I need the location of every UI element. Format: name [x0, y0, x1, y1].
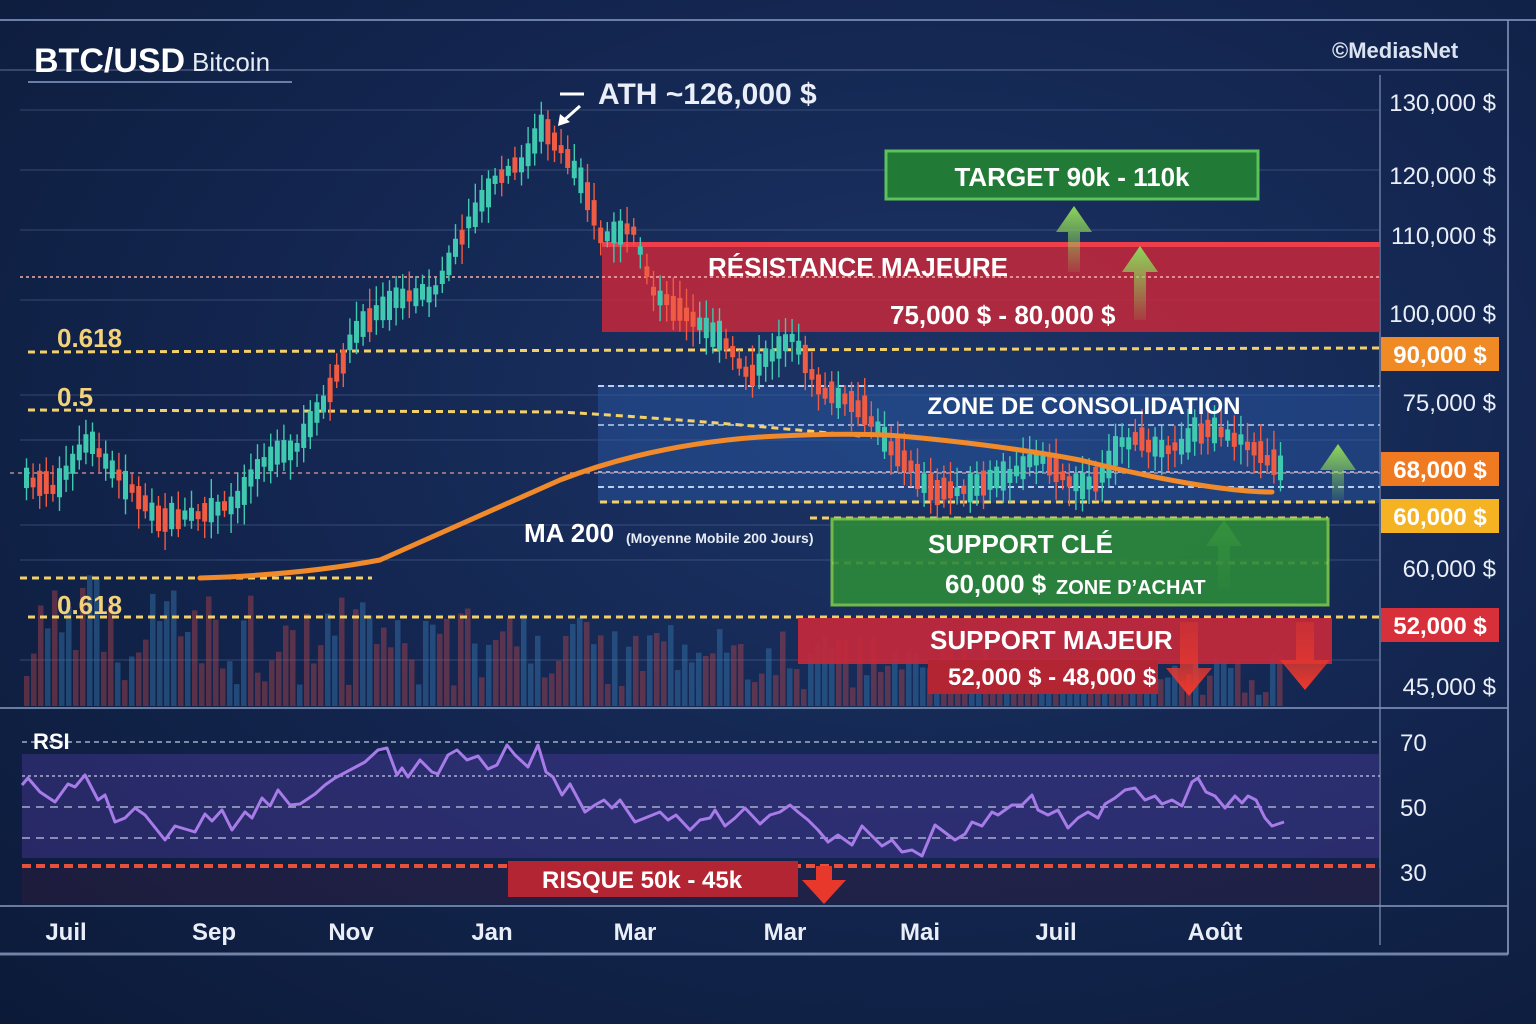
time-tick-label: Jan	[471, 919, 512, 946]
svg-text:68,000 $: 68,000 $	[1393, 457, 1487, 484]
resistance-range: 75,000 $ - 80,000 $	[890, 300, 1116, 330]
time-axis-labels: Juil Sep Nov Jan Mar Mar Mai Juil Août	[45, 919, 1242, 946]
price-tick-label: 130,000 $	[1389, 90, 1496, 117]
symbol-title: BTC/USD	[34, 42, 185, 80]
price-badge: 52,000 $	[1381, 608, 1499, 642]
fib-0618-bottom-label: 0.618	[57, 590, 122, 620]
time-tick-label: Mar	[614, 919, 657, 946]
consolidation-label: ZONE DE CONSOLIDATION	[928, 393, 1241, 420]
fib-0618-top-label: 0.618	[57, 323, 122, 353]
time-tick-label: Mar	[764, 919, 807, 946]
resistance-zone	[20, 242, 1380, 332]
target-box	[884, 149, 1260, 201]
price-badge: 60,000 $	[1381, 499, 1499, 533]
asset-name: Bitcoin	[192, 47, 270, 77]
time-tick-label: Mai	[900, 919, 940, 946]
support-key-sub: ZONE D’ACHAT	[1056, 577, 1206, 599]
ath-label: ATH ~126,000 $	[598, 78, 817, 111]
svg-text:90,000 $: 90,000 $	[1393, 342, 1487, 369]
support-major-box	[798, 618, 1332, 694]
risk-down-arrow-icon	[802, 866, 846, 904]
price-tick-label: 60,000 $	[1403, 556, 1496, 583]
rsi-panel	[20, 741, 1380, 904]
target-label: TARGET 90k - 110k	[954, 162, 1190, 192]
fib-05-label: 0.5	[57, 382, 93, 412]
ma200-description: (Moyenne Mobile 200 Jours)	[626, 530, 813, 546]
time-tick-label: Sep	[192, 919, 236, 946]
support-key-value: 60,000 $	[945, 569, 1047, 599]
ath-marker	[558, 92, 584, 126]
rsi-tick-label: 30	[1400, 860, 1427, 887]
price-badge: 68,000 $	[1381, 452, 1499, 486]
time-tick-label: Août	[1188, 919, 1243, 946]
price-axis-labels: 130,000 $ 120,000 $ 110,000 $ 100,000 $ 75,0…	[1389, 90, 1496, 701]
rsi-label: RSI	[33, 729, 70, 754]
time-tick-label: Juil	[45, 919, 86, 946]
copyright-label: ©MediasNet	[1332, 38, 1459, 63]
price-tick-label: 45,000 $	[1403, 674, 1496, 701]
rsi-tick-label: 50	[1400, 795, 1427, 822]
support-major-title: SUPPORT MAJEUR	[930, 625, 1173, 655]
svg-text:60,000 $: 60,000 $	[1393, 504, 1487, 531]
rsi-axis-labels: 70 50 30	[1400, 730, 1427, 887]
svg-text:52,000 $: 52,000 $	[1393, 613, 1487, 640]
time-tick-label: Juil	[1035, 919, 1076, 946]
support-key-title: SUPPORT CLÉ	[928, 529, 1113, 559]
resistance-title: RÉSISTANCE MAJEURE	[708, 252, 1008, 282]
price-tick-label: 110,000 $	[1391, 223, 1496, 250]
down-arrow-icon	[1166, 622, 1330, 696]
support-key-box	[830, 517, 1330, 607]
ma200-line	[197, 431, 1275, 581]
price-tick-label: 120,000 $	[1389, 163, 1496, 190]
risk-label: RISQUE 50k - 45k	[542, 867, 743, 894]
price-tick-label: 100,000 $	[1389, 301, 1496, 328]
time-tick-label: Nov	[328, 919, 374, 946]
price-badge: 90,000 $	[1381, 337, 1499, 371]
rsi-line	[20, 743, 1285, 858]
support-major-range: 52,000 $ - 48,000 $	[948, 664, 1157, 691]
price-tick-label: 75,000 $	[1403, 390, 1496, 417]
price-candlesticks	[24, 101, 1283, 550]
price-badges: 90,000 $ 68,000 $ 60,000 $ 52,000 $	[1381, 337, 1499, 642]
rsi-tick-label: 70	[1400, 730, 1427, 757]
ma200-label: MA 200	[524, 518, 614, 548]
